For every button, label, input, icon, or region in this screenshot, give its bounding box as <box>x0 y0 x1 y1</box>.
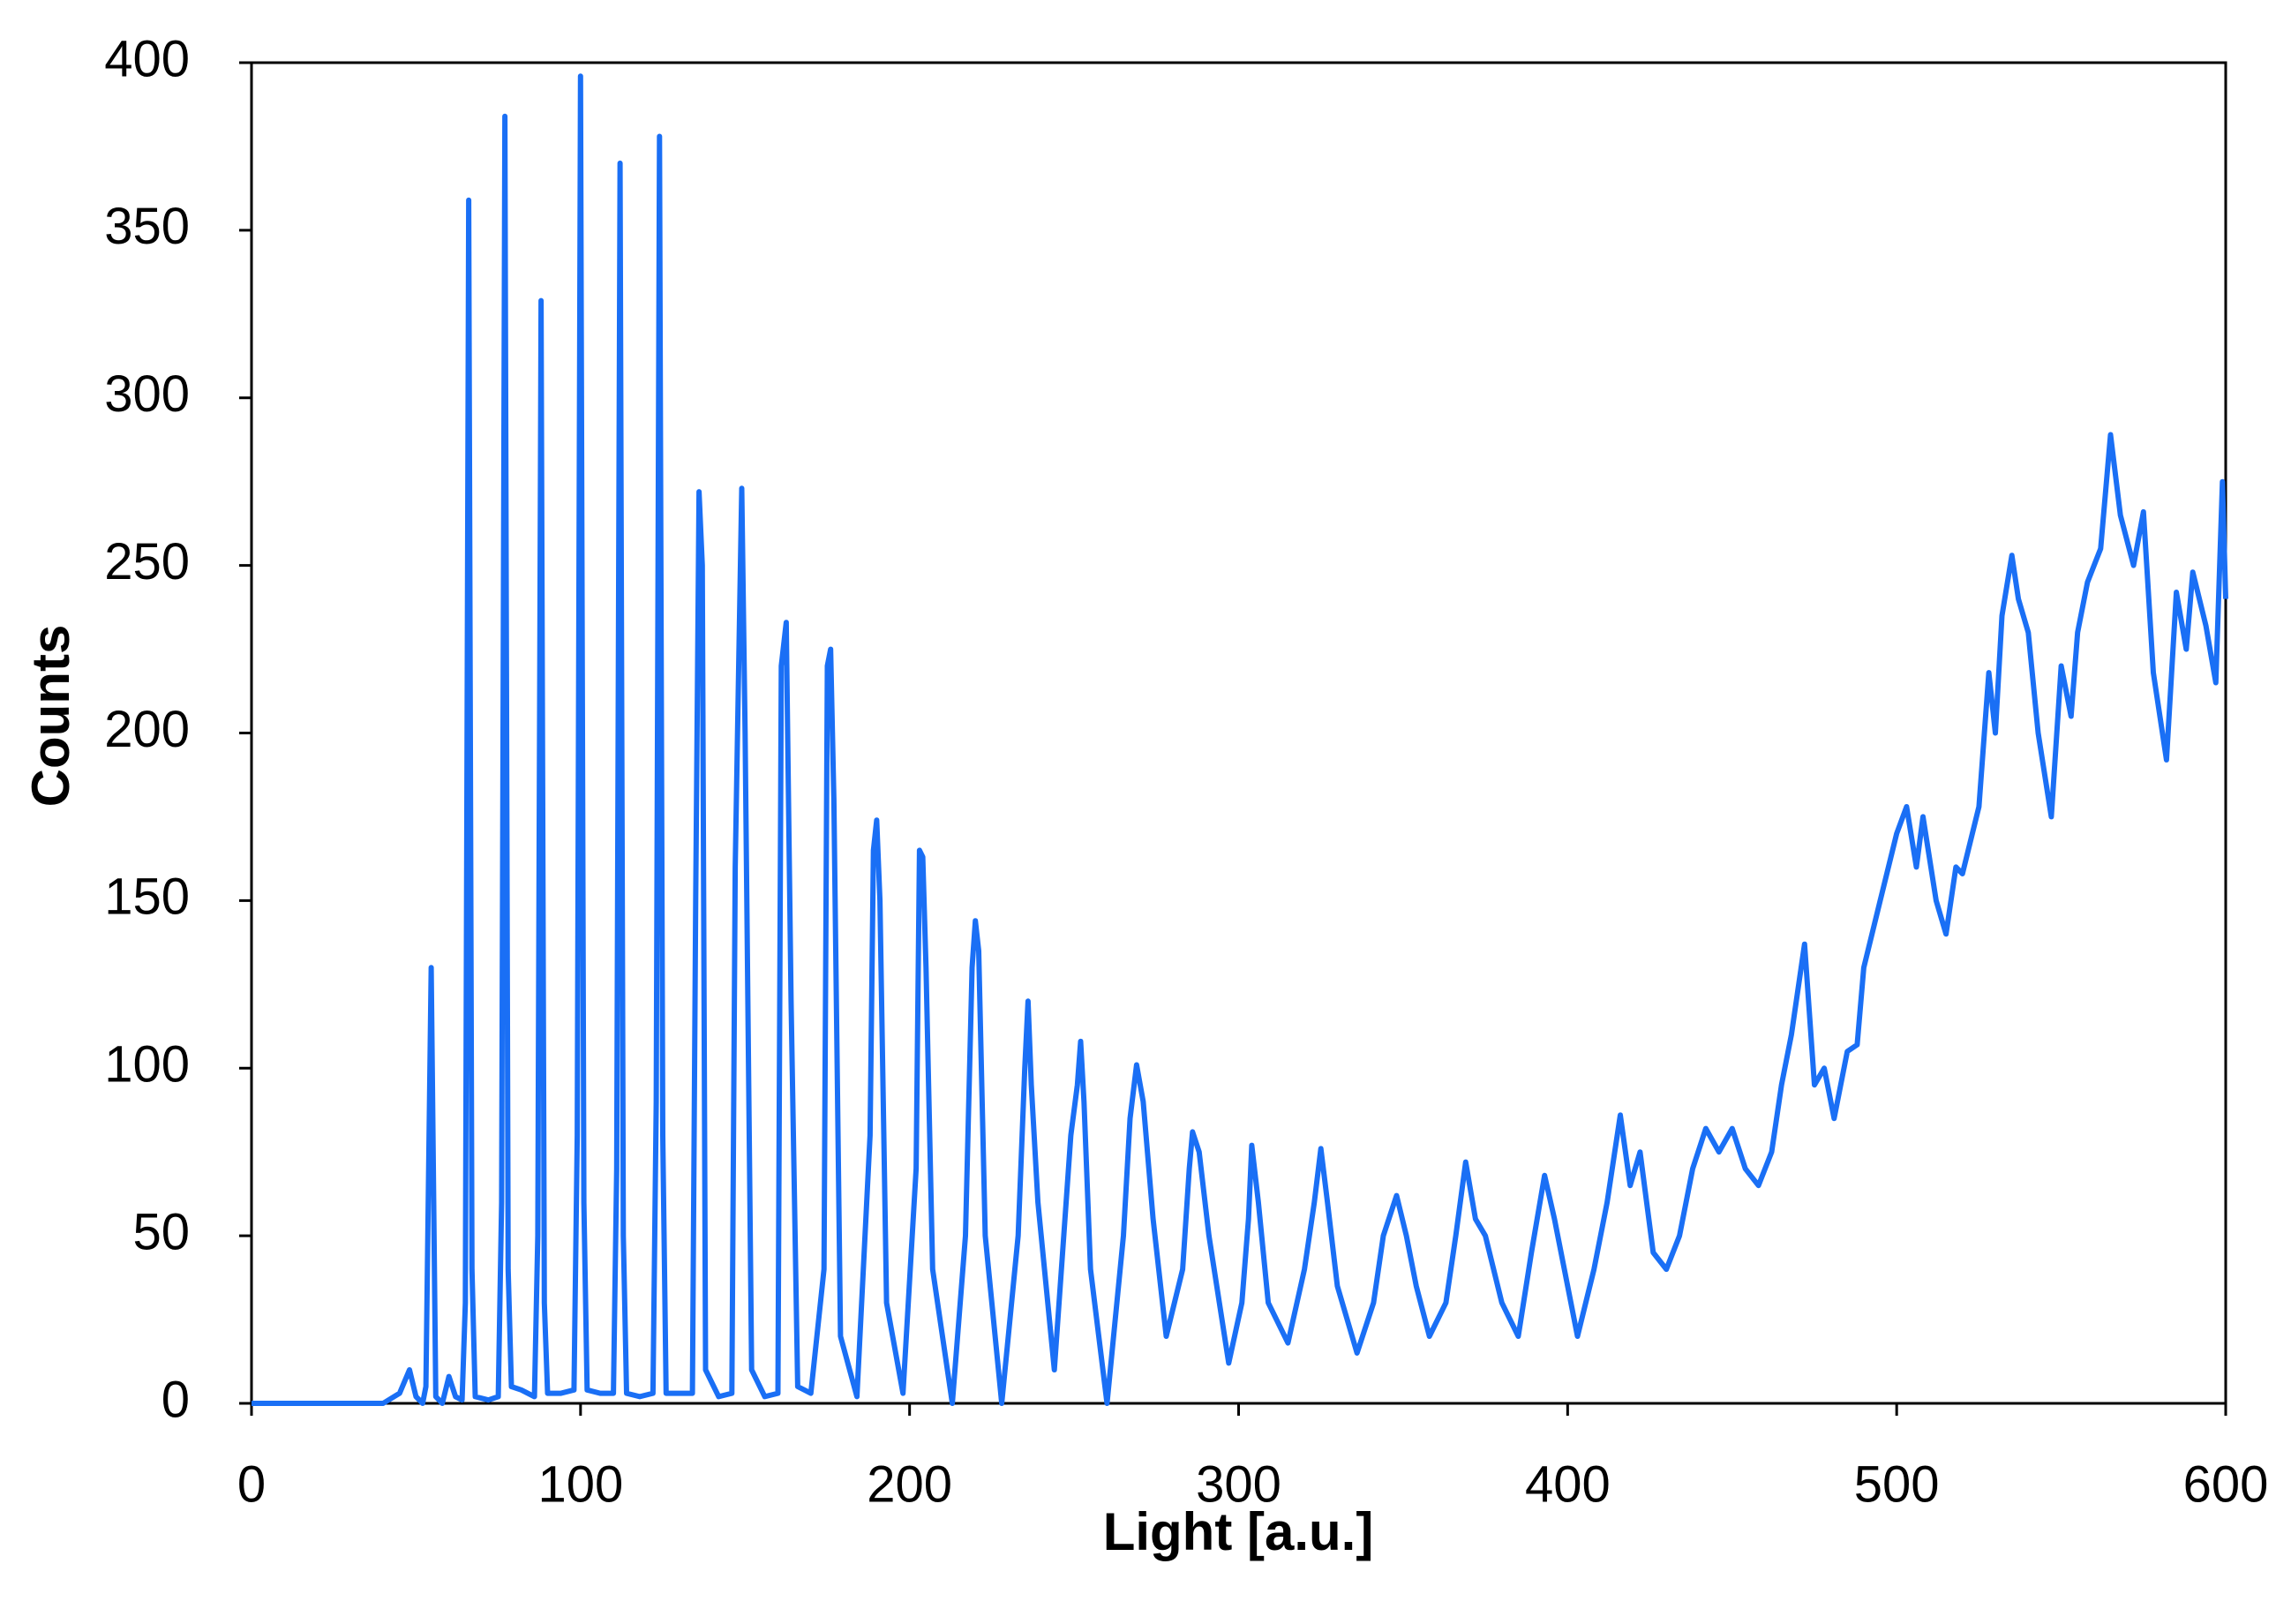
x-tick-label: 200 <box>867 1455 952 1513</box>
plot-frame <box>250 61 2227 1405</box>
x-tick-label: 600 <box>2183 1455 2269 1513</box>
y-tick-label: 250 <box>104 533 190 590</box>
y-tick-label: 100 <box>104 1036 190 1094</box>
y-tick-label: 150 <box>104 868 190 926</box>
x-tick-label: 300 <box>1196 1455 1281 1513</box>
x-tick-label: 0 <box>237 1455 266 1513</box>
x-tick-label: 500 <box>1854 1455 1940 1513</box>
y-tick-label: 200 <box>104 701 190 758</box>
y-tick-label: 350 <box>104 198 190 255</box>
y-tick-label: 300 <box>104 365 190 423</box>
x-tick-label: 400 <box>1525 1455 1611 1513</box>
data-line <box>252 73 2228 1406</box>
y-axis-title: Counts <box>21 625 80 808</box>
y-tick-label: 0 <box>161 1371 190 1428</box>
y-tick-label: 50 <box>132 1203 190 1260</box>
x-tick-label: 100 <box>537 1455 623 1513</box>
y-tick-label: 400 <box>104 30 190 87</box>
x-axis-title: Light [a.u.] <box>1103 1502 1374 1561</box>
